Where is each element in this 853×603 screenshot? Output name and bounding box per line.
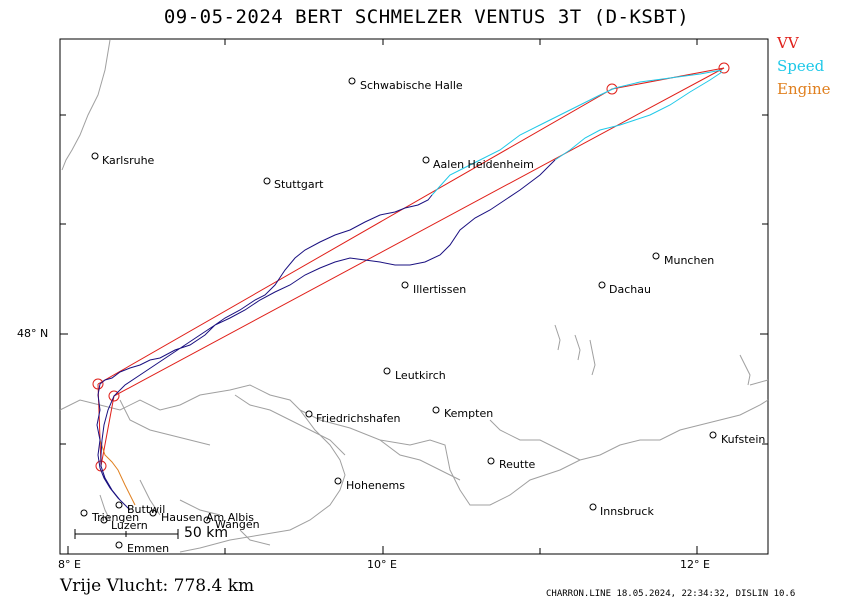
x-tick-label: 12° E [680,558,710,571]
city-label: Friedrichshafen [316,412,401,425]
city-label: Kempten [444,407,494,420]
city-label: Hausen Am Albis [161,511,255,524]
city-label: Luzern [111,519,148,532]
city-label: Innsbruck [600,505,654,518]
turnpoint-marker [606,83,618,95]
footer-info: CHARRON.LINE 18.05.2024, 22:34:32, DISLI… [546,589,796,599]
city-label: Aalen Heidenheim [433,158,534,171]
city-label: Munchen [664,254,715,267]
turnpoint-marker [92,378,104,390]
city-label: Leutkirch [395,369,446,382]
city-label: Stuttgart [274,178,324,191]
x-tick-label: 10° E [367,558,397,571]
city-markers [80,77,717,549]
map-frame [59,38,769,555]
turnpoint-marker [718,62,730,74]
city-label: Kufstein [721,433,766,446]
legend-speed: Speed [777,57,825,75]
city-label: Schwabische Halle [360,79,463,92]
vv-task-lines [92,62,730,472]
distance-summary: Vrije Vlucht: 778.4 km [60,576,255,596]
legend-engine: Engine [777,80,831,98]
chart-title: 09-05-2024 BERT SCHMELZER VENTUS 3T (D-K… [163,6,690,28]
city-label: Reutte [499,458,536,471]
city-label: Karlsruhe [102,154,155,167]
city-label: Emmen [127,542,170,555]
city-label: Wangen [215,518,260,531]
city-label: Triengen [92,511,140,524]
city-label: Dachau [609,283,651,296]
speed-track [431,69,723,196]
city-label: Illertissen [413,283,467,296]
flight-track [96,159,556,511]
y-tick-label: 48° N [17,327,49,340]
engine-track [99,439,136,506]
scale-bar [74,529,179,539]
scale-label: 50 km [184,525,229,541]
country-borders [59,39,769,553]
city-label: Hohenems [346,479,405,492]
legend-vv: VV [777,34,799,52]
city-label: Buttwil [127,503,166,516]
x-tick-label: 8° E [58,558,81,571]
turnpoint-marker [108,390,120,402]
